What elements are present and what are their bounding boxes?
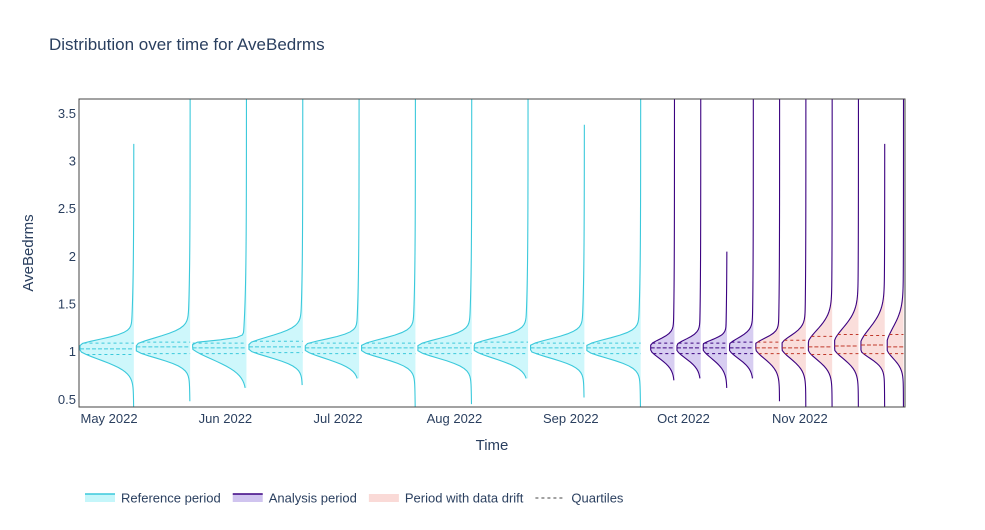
violin-drift <box>807 99 833 407</box>
legend-swatch <box>232 494 263 502</box>
violin-outline <box>586 99 642 407</box>
legend-label: Analysis period <box>269 491 357 506</box>
violin-drift <box>860 143 886 407</box>
x-axis: May 2022 Jun 2022 Jul 2022 Aug 2022 Sep 2022… <box>80 411 827 426</box>
violin-outline <box>676 99 702 379</box>
violin-outline <box>728 99 754 379</box>
x-tick-label: Nov 2022 <box>772 411 828 426</box>
violin-outline <box>755 99 781 402</box>
x-tick-label: Jun 2022 <box>199 411 253 426</box>
x-tick-label: May 2022 <box>80 411 137 426</box>
violin-outline <box>886 99 905 407</box>
x-tick-label: Oct 2022 <box>657 411 710 426</box>
violin-reference <box>79 143 135 407</box>
x-tick-label: Sep 2022 <box>543 411 599 426</box>
violin-fill <box>729 99 754 379</box>
violin-analysis <box>676 99 702 379</box>
y-axis-label: AveBedrms <box>20 214 37 291</box>
y-tick-label: 1 <box>69 344 76 359</box>
violin-reference <box>530 124 585 398</box>
y-tick-label: 0.5 <box>58 392 76 407</box>
legend-item-drift[interactable]: Period with data drift <box>368 491 524 506</box>
violin-fill <box>586 99 641 407</box>
violin-reference <box>248 99 304 386</box>
violin-outline <box>304 99 360 379</box>
violin-reference <box>192 99 247 389</box>
x-tick-label: Jul 2022 <box>313 411 362 426</box>
violin-fill <box>782 99 806 407</box>
violin-fill <box>676 99 701 379</box>
violin-fill <box>887 99 904 407</box>
violin-group <box>79 99 905 407</box>
plot-area-border <box>78 98 906 408</box>
legend: Reference period Analysis period Period wi… <box>85 491 624 506</box>
violin-outline <box>135 99 191 402</box>
violin-outline <box>473 99 529 379</box>
x-tick-label: Aug 2022 <box>427 411 483 426</box>
legend-label: Period with data drift <box>405 491 524 506</box>
legend-item-analysis[interactable]: Analysis period <box>232 491 357 506</box>
violin-fill <box>834 99 859 407</box>
violin-fill <box>361 99 416 407</box>
violin-reference <box>586 99 642 407</box>
legend-label: Reference period <box>121 491 221 506</box>
chart-title: Distribution over time for AveBedrms <box>49 35 325 54</box>
violin-fill <box>80 143 134 407</box>
legend-swatch <box>85 494 115 502</box>
violin-outline <box>650 99 676 381</box>
violin-analysis <box>702 251 728 388</box>
violin-outline <box>781 99 807 407</box>
violin-fill <box>755 99 780 402</box>
violin-outline <box>702 251 728 388</box>
violin-outline <box>530 124 585 398</box>
violin-fill <box>808 99 833 407</box>
violin-fill <box>417 99 472 405</box>
violin-outline <box>361 99 416 407</box>
violin-fill <box>703 251 728 388</box>
violin-reference <box>417 99 473 405</box>
violin-drift <box>781 99 807 407</box>
violin-drift <box>834 99 859 407</box>
violin-fill <box>860 143 885 407</box>
y-tick-label: 2 <box>69 249 76 264</box>
violin-reference <box>135 99 191 402</box>
y-tick-label: 1.5 <box>58 297 76 312</box>
violin-outline <box>807 99 833 407</box>
violin-drift <box>755 99 781 402</box>
violin-fill <box>474 99 529 379</box>
violin-analysis <box>728 99 754 379</box>
violin-outline <box>79 143 135 407</box>
y-tick-label: 3 <box>69 153 76 168</box>
violin-fill <box>305 99 360 379</box>
violin-fill <box>192 99 247 388</box>
violin-fill <box>136 99 191 402</box>
y-axis: 0.5 1 1.5 2 2.5 3 3.5 <box>58 106 76 407</box>
violin-outline <box>192 99 247 389</box>
violin-outline <box>860 143 886 407</box>
violin-reference <box>361 99 416 407</box>
violin-analysis <box>650 99 676 381</box>
violin-outline <box>834 99 859 407</box>
violin-reference <box>304 99 360 379</box>
violin-fill <box>650 99 675 381</box>
violin-reference <box>473 99 529 379</box>
legend-label: Quartiles <box>571 491 624 506</box>
violin-fill <box>248 99 303 386</box>
violin-outline <box>248 99 304 386</box>
legend-swatch <box>368 494 399 502</box>
violin-drift <box>886 99 905 407</box>
violin-outline <box>417 99 473 405</box>
y-tick-label: 2.5 <box>58 201 76 216</box>
legend-item-quartiles[interactable]: Quartiles <box>535 491 624 506</box>
y-tick-label: 3.5 <box>58 106 76 121</box>
legend-item-reference[interactable]: Reference period <box>85 491 221 506</box>
x-axis-label: Time <box>476 437 509 454</box>
violin-fill <box>530 124 585 398</box>
